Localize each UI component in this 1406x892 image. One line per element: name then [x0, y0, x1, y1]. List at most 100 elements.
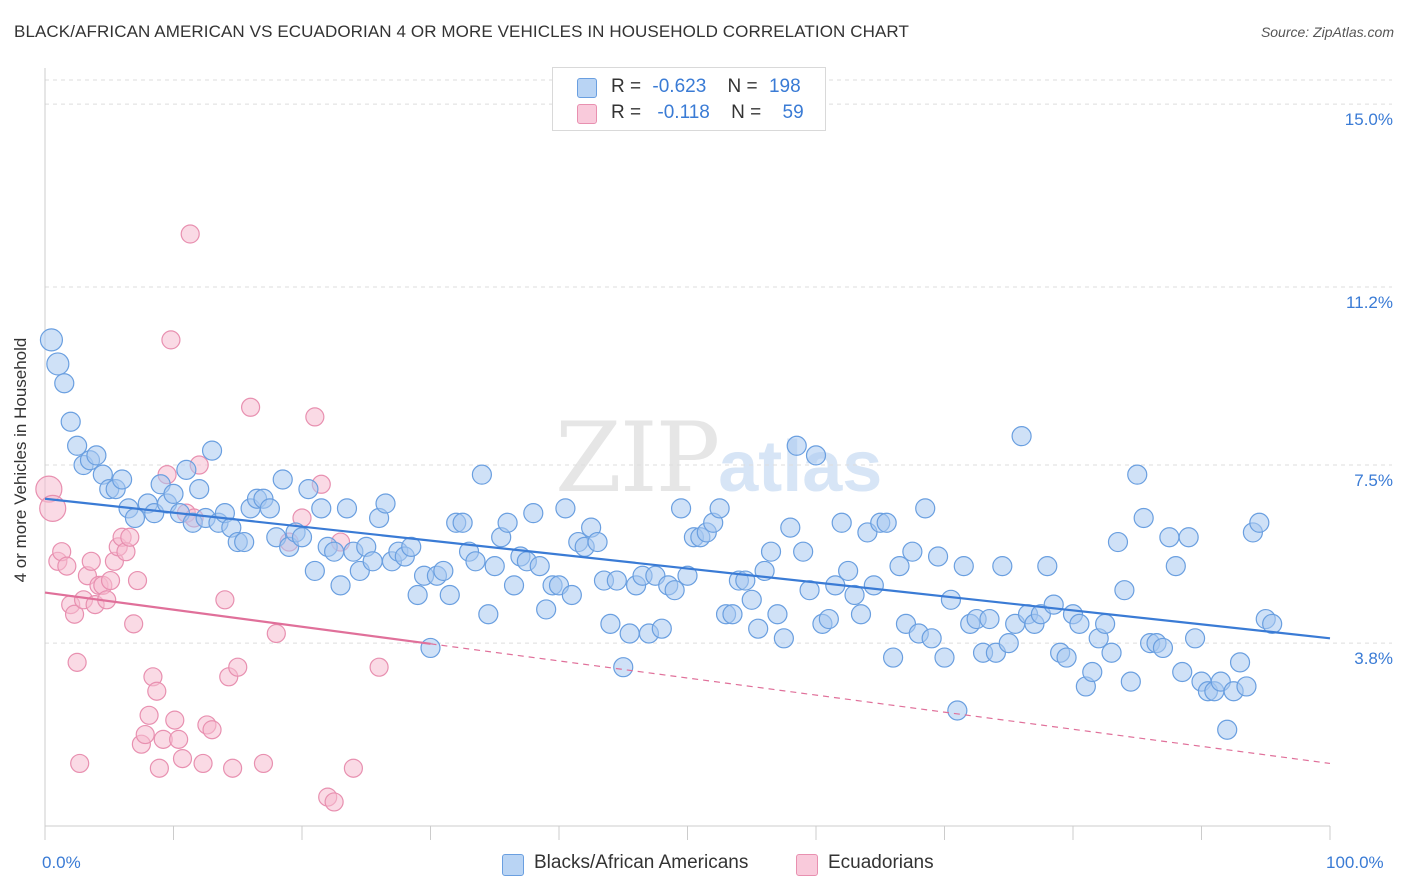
black-point-139 [940, 589, 962, 610]
black-point-74 [523, 503, 544, 524]
black-point-109 [748, 618, 769, 639]
ecuadorian-point-34 [169, 729, 189, 749]
black-point-71 [503, 575, 525, 596]
black-point-138 [934, 647, 955, 668]
black-point-115 [786, 435, 807, 456]
black-point-98 [677, 565, 698, 586]
ecuadorian-point-26 [139, 705, 159, 725]
watermark: ZIPatlas [555, 402, 882, 514]
correlation-legend: R = -0.623 N = 198 R = -0.118 N = 59 [552, 67, 826, 131]
black-point-150 [1011, 426, 1032, 447]
black-point-20 [176, 459, 197, 480]
legend-swatch-blue [577, 78, 597, 98]
black-point-105 [722, 604, 743, 625]
black-point-67 [478, 604, 499, 625]
black-point-11 [111, 469, 133, 490]
y-tick-label-2: 11.2% [1346, 292, 1393, 312]
x-tick-min: 0.0% [42, 853, 81, 872]
black-point-44 [330, 575, 351, 596]
black-point-165 [1107, 531, 1129, 553]
black-point-40 [304, 560, 325, 582]
black-point-1 [46, 352, 70, 376]
black-point-89 [619, 623, 640, 644]
black-point-113 [773, 628, 794, 649]
ecuadorian-point-58 [369, 657, 389, 677]
black-point-133 [902, 541, 923, 562]
black-point-55 [401, 536, 422, 557]
black-point-51 [375, 493, 396, 514]
black-point-58 [420, 637, 441, 659]
watermark-zip: ZIP [555, 402, 720, 514]
black-point-116 [793, 541, 814, 562]
black-point-189 [1262, 613, 1283, 634]
ecuadorian-point-55 [324, 792, 344, 812]
legend-bottom-label-blacks: Blacks/African Americans [534, 852, 749, 873]
black-point-147 [992, 556, 1013, 577]
ecuadorian-point-43 [215, 590, 235, 610]
black-point-140 [947, 700, 968, 721]
black-point-97 [670, 498, 692, 519]
black-point-175 [1172, 661, 1193, 683]
black-point-141 [953, 556, 974, 577]
legend-bottom-swatch-pink [796, 854, 818, 876]
black-point-157 [1056, 647, 1077, 668]
black-point-168 [1127, 464, 1148, 485]
ecuadorian-point-57 [343, 758, 363, 778]
black-point-182 [1217, 719, 1238, 740]
legend-text-blacks: R = -0.623 N = 198 [611, 76, 801, 97]
black-point-2 [54, 373, 75, 394]
black-point-111 [760, 541, 782, 562]
black-point-122 [831, 512, 852, 533]
black-point-0 [39, 328, 64, 352]
black-point-174 [1165, 556, 1186, 577]
black-point-177 [1184, 628, 1206, 649]
black-point-22 [189, 478, 210, 500]
ecuadorian-point-29 [149, 758, 169, 778]
trend-line-ecuadorians-solid [44, 591, 431, 645]
black-point-167 [1120, 671, 1141, 692]
trend-line-blacks [44, 497, 1331, 640]
black-point-3 [60, 411, 81, 432]
black-point-131 [889, 556, 910, 577]
chart-title: BLACK/AFRICAN AMERICAN VS ECUADORIAN 4 O… [14, 22, 909, 41]
black-point-96 [664, 580, 685, 601]
ecuadorian-point-32 [161, 330, 181, 350]
black-point-154 [1037, 556, 1058, 577]
y-axis-label-box: 4 or more Vehicles in Household [6, 260, 36, 660]
black-point-127 [863, 575, 884, 596]
black-point-148 [998, 633, 1019, 654]
black-point-118 [805, 445, 827, 466]
black-point-29 [234, 531, 255, 553]
ecuadorian-point-1 [39, 494, 67, 522]
black-point-86 [600, 613, 621, 634]
black-point-161 [1082, 661, 1103, 683]
ecuadorian-point-42 [202, 720, 222, 740]
black-point-130 [882, 647, 904, 668]
black-point-49 [362, 551, 383, 572]
legend-swatch-pink [577, 104, 597, 124]
y-tick-label-1: 7.5% [1354, 471, 1393, 491]
black-point-185 [1236, 676, 1257, 697]
black-point-159 [1069, 613, 1090, 634]
black-point-45 [336, 498, 358, 519]
black-point-166 [1114, 580, 1135, 601]
ecuadorian-point-33 [165, 710, 185, 730]
ecuadorian-point-48 [253, 753, 274, 774]
ecuadorian-point-23 [127, 570, 148, 591]
black-point-18 [163, 483, 184, 505]
black-point-163 [1095, 613, 1116, 634]
black-point-60 [433, 560, 454, 582]
black-point-155 [1043, 594, 1064, 615]
black-point-87 [606, 570, 627, 591]
black-point-169 [1133, 507, 1154, 529]
ecuadorian-point-49 [266, 623, 286, 644]
ecuadorian-point-8 [70, 753, 90, 774]
source-credit: Source: ZipAtlas.com [1260, 24, 1394, 40]
black-point-120 [818, 608, 839, 630]
black-point-61 [439, 584, 460, 606]
legend-bottom-swatch-blue [502, 854, 524, 876]
black-point-56 [407, 584, 428, 606]
trend-lines [44, 497, 1331, 765]
ecuadorian-point-52 [305, 407, 325, 427]
